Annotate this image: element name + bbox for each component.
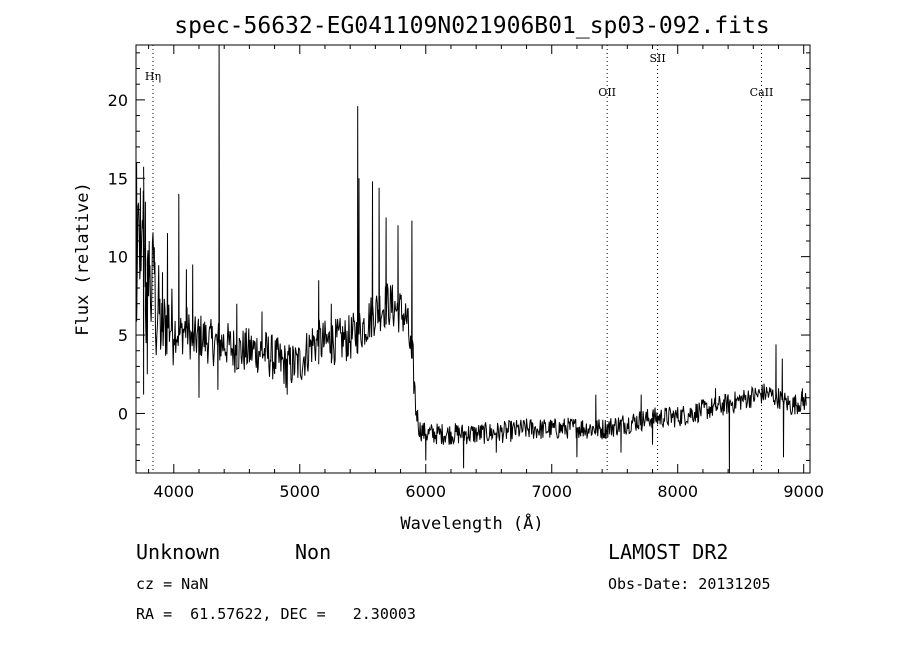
line-markers: Hη OII SII CaII <box>145 45 773 473</box>
line-marker-label: SII <box>649 52 665 65</box>
x-tick-label: 6000 <box>405 482 446 501</box>
x-axis-label: Wavelength (Å) <box>400 512 543 534</box>
y-tick-label: 20 <box>108 91 128 110</box>
plot-frame <box>135 44 811 474</box>
obs-date: Obs-Date: 20131205 <box>608 575 771 593</box>
x-axis: 4000 5000 6000 7000 8000 9000 <box>148 45 824 501</box>
x-tick-label: 7000 <box>531 482 572 501</box>
survey-name: LAMOST DR2 <box>608 540 729 564</box>
line-marker-label: Hη <box>145 70 161 83</box>
spectrum-line <box>135 44 807 474</box>
y-tick-label: 15 <box>108 169 128 188</box>
x-tick-label: 4000 <box>153 482 194 501</box>
y-axis: 0 5 10 15 20 <box>108 52 810 461</box>
coordinates: RA = 61.57622, DEC = 2.30003 <box>136 605 416 623</box>
x-tick-label: 9000 <box>783 482 824 501</box>
cz-value: cz = NaN <box>136 575 209 593</box>
y-tick-label: 0 <box>118 404 128 423</box>
chart-title: spec-56632-EG041109N021906B01_sp03-092.f… <box>174 13 769 39</box>
y-tick-label: 5 <box>118 326 128 345</box>
y-axis-label: Flux (relative) <box>73 182 93 336</box>
y-tick-label: 10 <box>108 248 128 267</box>
line-marker-label: CaII <box>750 86 774 99</box>
line-marker-label: OII <box>598 86 616 99</box>
x-tick-label: 5000 <box>279 482 320 501</box>
object-subclass: Non <box>295 540 332 564</box>
x-tick-label: 8000 <box>657 482 698 501</box>
object-class: Unknown <box>136 540 221 564</box>
